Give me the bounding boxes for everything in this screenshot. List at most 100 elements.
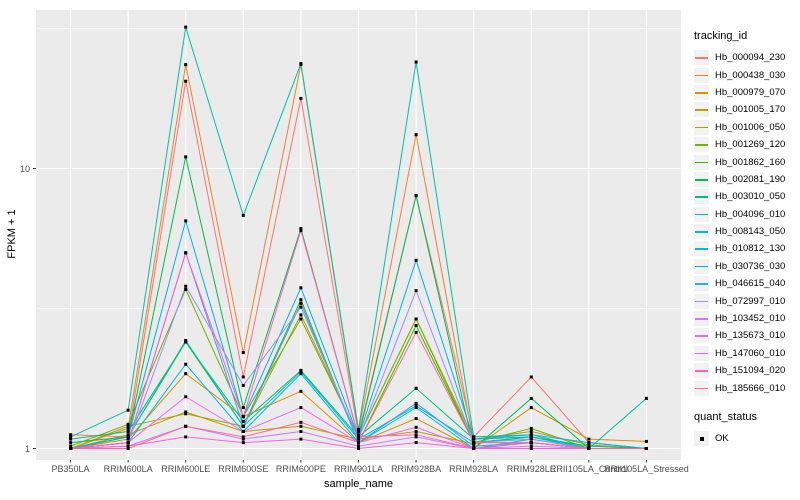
legend-label: Hb_001006_050 <box>715 121 786 133</box>
data-point <box>184 25 188 29</box>
data-point <box>241 383 245 387</box>
legend-label: Hb_000094_230 <box>715 52 786 64</box>
data-point <box>299 96 303 100</box>
data-point <box>299 313 303 317</box>
data-point <box>414 401 418 405</box>
legend-label: Hb_004096_010 <box>715 208 786 220</box>
data-point <box>414 435 418 439</box>
legend-swatch-line <box>695 265 708 268</box>
data-point <box>414 317 418 321</box>
legend-key <box>694 363 709 379</box>
x-tick-label: RRIM600SE <box>218 464 269 474</box>
data-point <box>587 447 591 450</box>
data-point <box>241 213 245 217</box>
y-tick-label: 10 <box>19 163 30 174</box>
data-point <box>241 375 245 379</box>
data-point <box>529 435 533 439</box>
legend-swatch-line <box>695 196 708 198</box>
legend-swatch-line <box>695 178 708 181</box>
data-point <box>414 417 418 420</box>
legend-label: Hb_000438_030 <box>715 69 786 81</box>
legend-item: Hb_135673_010 <box>694 327 798 344</box>
legend-item: Hb_010812_130 <box>694 240 798 257</box>
data-point <box>126 422 130 426</box>
y-axis-title: FPKM + 1 <box>6 209 18 259</box>
data-point <box>299 437 303 441</box>
data-point <box>357 437 360 441</box>
data-point <box>414 194 418 198</box>
data-point <box>241 435 245 439</box>
data-point <box>587 444 591 448</box>
x-tick-label: RRIM600LA <box>103 464 153 474</box>
x-tick-label: RRIM928LE <box>506 464 556 474</box>
legend-key <box>694 311 709 327</box>
data-point <box>357 444 360 448</box>
y-tick-label: 1 <box>24 443 30 454</box>
legend-swatch-line <box>695 126 708 129</box>
data-point <box>241 415 245 419</box>
data-point <box>472 441 476 445</box>
legend-key <box>694 206 709 222</box>
data-point <box>241 406 245 410</box>
data-point <box>184 339 188 342</box>
data-point <box>414 425 418 429</box>
data-point <box>184 63 188 67</box>
data-point <box>299 298 303 302</box>
data-point <box>414 406 418 410</box>
legend-label: Hb_001862_160 <box>715 156 786 168</box>
data-point <box>184 79 188 83</box>
data-point <box>299 370 303 374</box>
data-point <box>644 396 648 400</box>
data-point <box>414 441 418 445</box>
data-point <box>414 433 418 437</box>
data-point <box>241 441 245 445</box>
data-point <box>184 435 188 439</box>
legend-label: Hb_030736_030 <box>715 260 786 272</box>
data-point <box>472 447 476 450</box>
data-point <box>126 408 130 412</box>
quant-status-legend-title: quant_status <box>694 410 757 423</box>
data-point <box>357 435 360 439</box>
legend-label: Hb_001005_170 <box>715 104 786 116</box>
legend-label: Hb_001269_120 <box>715 139 786 151</box>
data-point <box>529 396 533 400</box>
data-point <box>299 227 303 231</box>
data-point <box>299 430 303 433</box>
data-point <box>126 430 130 433</box>
legend-swatch-line <box>695 387 708 390</box>
legend-label: Hb_135673_010 <box>715 330 786 342</box>
data-point <box>126 441 130 445</box>
data-point <box>357 433 360 437</box>
x-tick-label: RRIM600LE <box>161 464 211 474</box>
data-point <box>184 155 188 159</box>
legend-key <box>694 276 709 292</box>
legend-swatch-line <box>695 300 708 303</box>
legend-key <box>694 154 709 170</box>
legend-item: Hb_000979_070 <box>694 84 798 101</box>
data-point <box>357 427 360 431</box>
legend-item: Hb_151094_020 <box>694 362 798 379</box>
legend-key <box>694 258 709 274</box>
data-point <box>184 284 188 288</box>
data-point <box>357 447 360 450</box>
data-point <box>357 430 360 433</box>
data-point <box>414 404 418 408</box>
data-point <box>184 287 188 291</box>
data-point <box>472 444 476 448</box>
legend-swatch-line <box>695 248 708 251</box>
data-point <box>299 406 303 410</box>
legend-label: Hb_185666_010 <box>715 382 786 394</box>
legend-key <box>694 67 709 83</box>
data-point <box>299 424 303 428</box>
x-tick-label: RRIM928BA <box>391 464 442 474</box>
data-point <box>529 447 533 450</box>
legend-label: Hb_003010_050 <box>715 191 786 203</box>
data-point <box>529 437 533 441</box>
legend-label: Hb_002081_190 <box>715 173 786 185</box>
legend: tracking_id Hb_000094_230 Hb_000438_030 Hb… <box>694 30 798 447</box>
legend-label: Hb_072997_010 <box>715 295 786 307</box>
legend-title: tracking_id <box>694 30 748 42</box>
data-point <box>299 301 303 305</box>
data-point <box>241 437 245 441</box>
